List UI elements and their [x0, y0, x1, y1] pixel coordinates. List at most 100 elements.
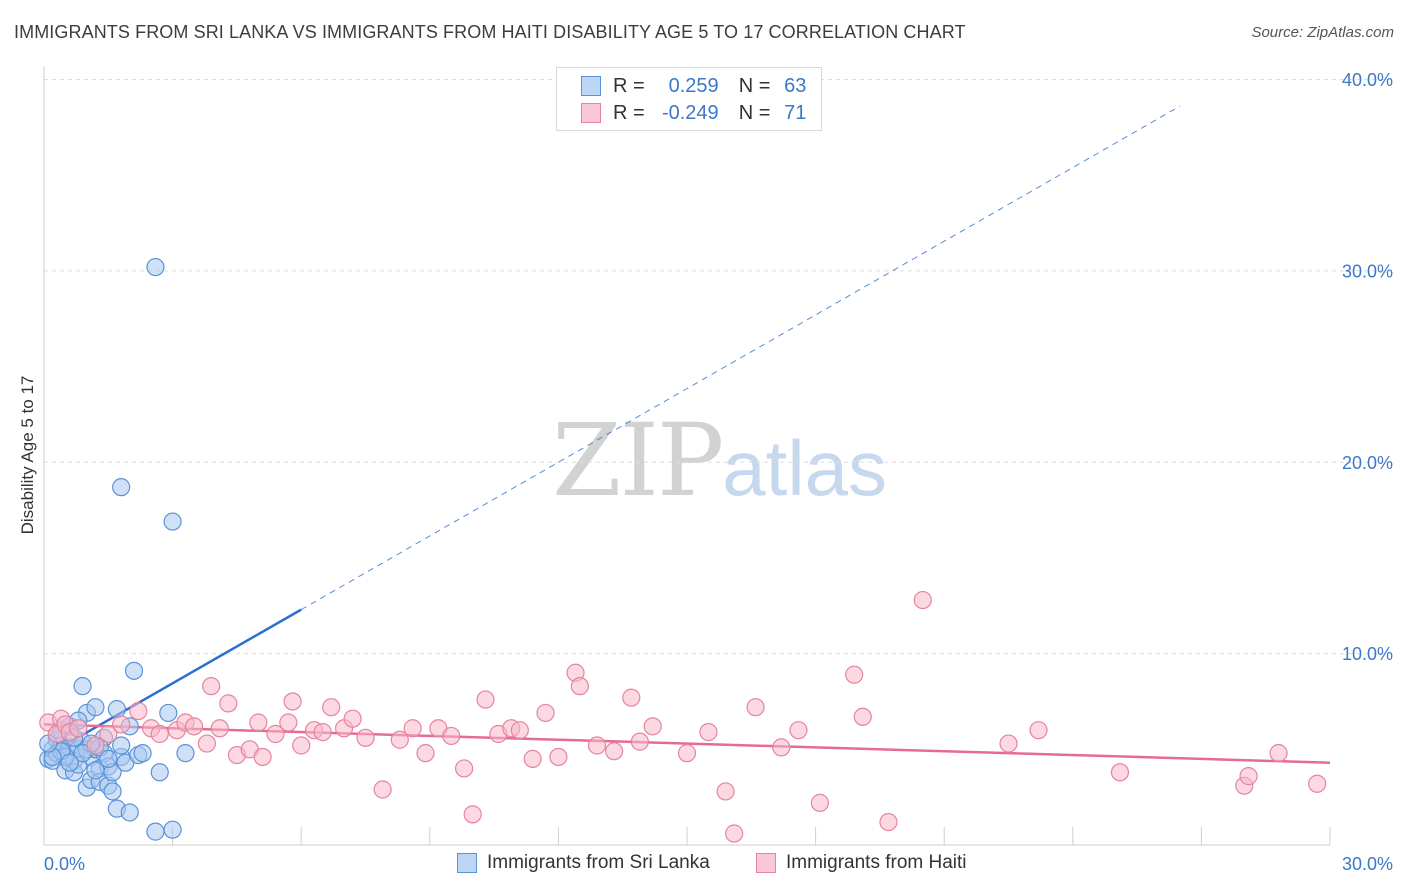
- legend-row-haiti: R = -0.249 N = 71: [581, 100, 806, 126]
- haiti-point: [523, 749, 542, 768]
- sri-lanka-point: [163, 820, 182, 839]
- legend-n-value: 71: [784, 101, 807, 124]
- legend-item-sri-lanka[interactable]: Immigrants from Sri Lanka: [457, 852, 710, 874]
- y-tick-label: 20.0%: [1342, 453, 1393, 473]
- haiti-point: [69, 719, 88, 738]
- haiti-point: [184, 717, 204, 736]
- sri-lanka-point: [99, 749, 118, 768]
- watermark: ZIPatlas: [552, 402, 887, 519]
- legend-item-haiti[interactable]: Immigrants from Haiti: [756, 852, 967, 874]
- sri-lanka-point: [107, 700, 126, 719]
- sri-lanka-trend-line: [43, 608, 302, 759]
- haiti-point: [219, 694, 238, 713]
- haiti-point: [112, 715, 131, 734]
- haiti-point: [536, 703, 555, 723]
- haiti-point: [789, 721, 808, 740]
- legend-label-sri-lanka: Immigrants from Sri Lanka: [487, 852, 710, 873]
- x-tick-label: 30.0%: [1342, 854, 1393, 874]
- haiti-point: [416, 744, 435, 763]
- sri-lanka-trend-extension: [300, 105, 1181, 611]
- haiti-point: [390, 730, 409, 749]
- haiti-point: [403, 719, 422, 738]
- sri-lanka-point: [146, 257, 165, 277]
- sri-lanka-point: [120, 803, 139, 822]
- legend-r-label: R =: [613, 101, 645, 124]
- sri-lanka-point: [73, 677, 92, 696]
- sri-lanka-point: [86, 698, 105, 717]
- haiti-point: [510, 721, 529, 740]
- watermark-zip: ZIP: [552, 402, 724, 519]
- haiti-point: [845, 665, 864, 684]
- haiti-point: [476, 690, 495, 709]
- chart-title: IMMIGRANTS FROM SRI LANKA VS IMMIGRANTS …: [14, 22, 966, 42]
- haiti-point: [283, 692, 302, 711]
- sri-lanka-point: [176, 744, 195, 763]
- legend-r-value: 0.259: [668, 74, 719, 97]
- haiti-point: [202, 677, 221, 696]
- grid-lines: [44, 79, 1395, 655]
- haiti-point: [197, 734, 216, 753]
- sri-lanka-point: [60, 753, 79, 772]
- haiti-point: [86, 736, 105, 755]
- haiti-point: [643, 717, 662, 736]
- legend-n-value: 63: [784, 74, 807, 97]
- tick-labels: 10.0% 20.0% 30.0% 40.0% 0.0% 30.0%: [44, 70, 1393, 874]
- haiti-point: [853, 707, 872, 726]
- haiti-point: [1239, 767, 1258, 786]
- haiti-point: [210, 719, 229, 738]
- sri-lanka-point: [112, 736, 131, 755]
- y-tick-label: 40.0%: [1342, 70, 1393, 90]
- correlation-legend: R = 0.259 N = 63 R = -0.249 N = 71: [556, 67, 822, 131]
- haiti-point: [356, 728, 375, 747]
- trend-lines: [43, 105, 1331, 764]
- haiti-point: [343, 709, 362, 728]
- haiti-point: [677, 744, 697, 763]
- haiti-points: [39, 590, 1327, 843]
- sri-lanka-point: [112, 478, 131, 497]
- haiti-point: [454, 759, 474, 778]
- haiti-point: [99, 724, 118, 744]
- legend-row-sri-lanka: R = 0.259 N = 63: [581, 73, 806, 99]
- haiti-point: [913, 590, 932, 610]
- haiti-point: [549, 747, 568, 767]
- legend-swatch-sri-lanka: [457, 853, 477, 873]
- haiti-point: [716, 782, 735, 801]
- haiti-point: [1308, 774, 1327, 793]
- sri-lanka-point: [103, 782, 122, 801]
- haiti-point: [442, 726, 461, 746]
- legend-swatch-haiti: [756, 853, 776, 873]
- haiti-point: [253, 747, 272, 767]
- haiti-point: [699, 722, 718, 742]
- legend-swatch-haiti: [581, 103, 601, 123]
- haiti-point: [322, 698, 341, 717]
- legend-n-label: N =: [738, 74, 771, 97]
- x-tick-label: 0.0%: [44, 854, 85, 874]
- haiti-point: [279, 713, 298, 732]
- legend-n-label: N =: [738, 101, 771, 124]
- sri-lanka-point: [133, 744, 152, 763]
- haiti-point: [999, 734, 1018, 753]
- haiti-point: [463, 805, 482, 824]
- y-tick-label: 30.0%: [1342, 261, 1393, 281]
- haiti-point: [879, 812, 898, 832]
- haiti-point: [129, 701, 148, 721]
- haiti-point: [810, 793, 829, 812]
- legend-label-haiti: Immigrants from Haiti: [786, 852, 967, 873]
- sri-lanka-points: [39, 257, 195, 841]
- sri-lanka-point: [159, 703, 178, 723]
- haiti-point: [772, 738, 791, 757]
- haiti-point: [266, 724, 285, 744]
- chart-source: Source: ZipAtlas.com: [1251, 24, 1394, 41]
- haiti-point: [313, 722, 332, 742]
- series-legend: Immigrants from Sri Lanka Immigrants fro…: [0, 852, 1406, 878]
- haiti-point: [605, 742, 624, 761]
- haiti-point: [150, 724, 169, 744]
- sri-lanka-point: [86, 761, 105, 780]
- legend-r-label: R =: [613, 74, 645, 97]
- haiti-point: [622, 688, 641, 707]
- haiti-point: [570, 677, 589, 696]
- haiti-point: [587, 736, 607, 755]
- haiti-point: [746, 698, 765, 717]
- legend-swatch-sri-lanka: [581, 76, 601, 96]
